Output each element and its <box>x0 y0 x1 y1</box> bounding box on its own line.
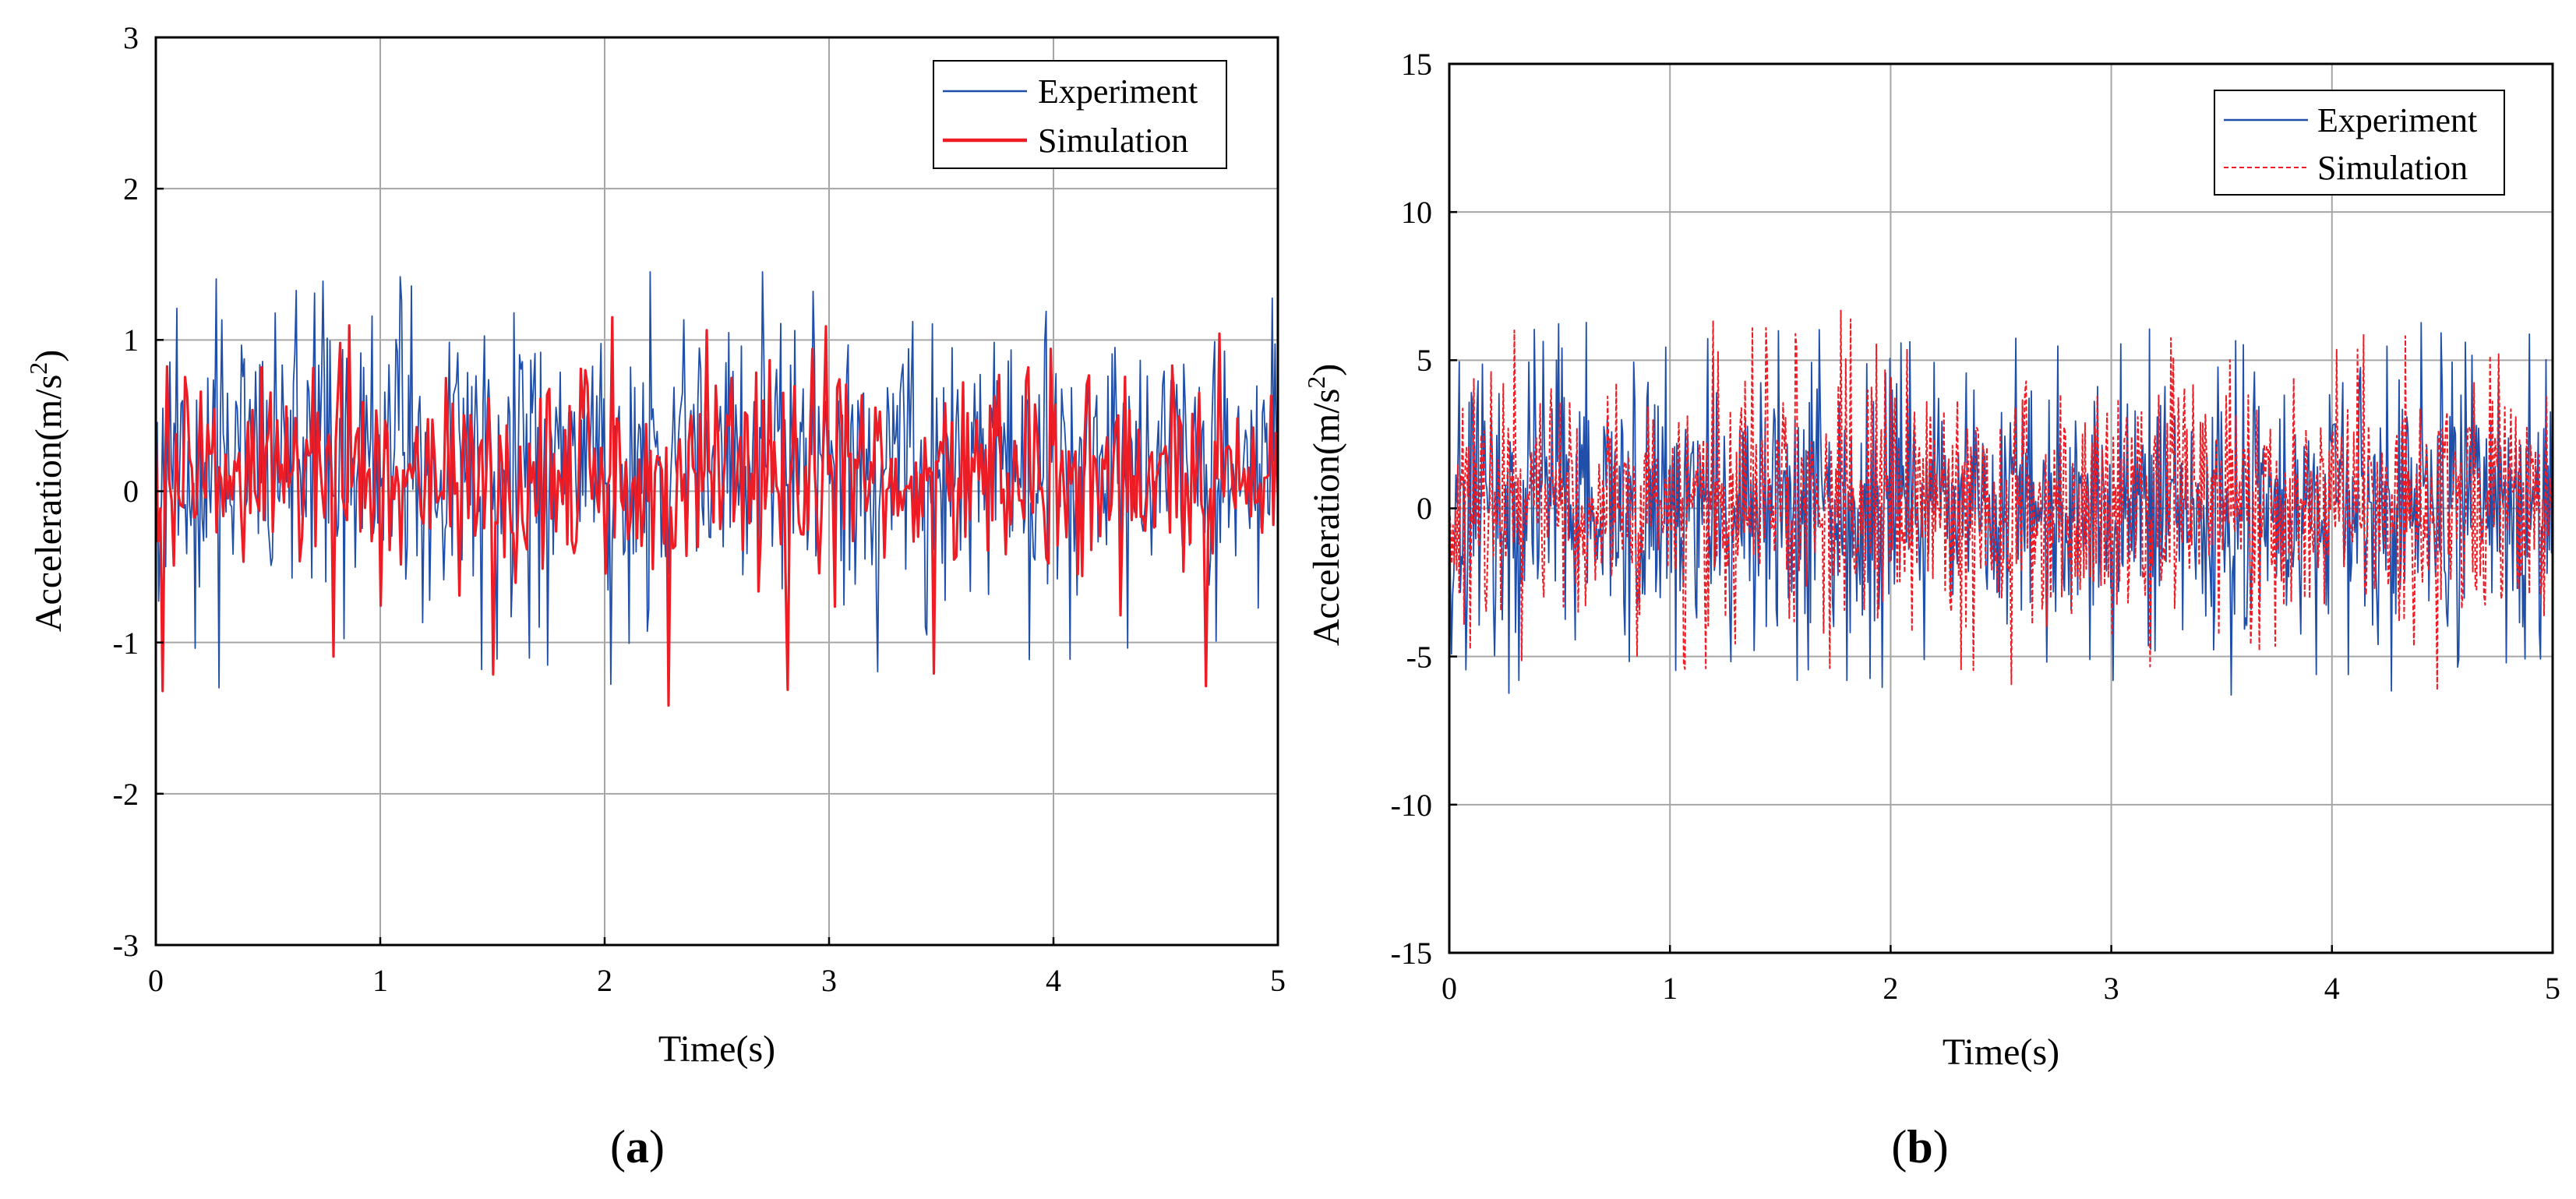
chart-a-legend: Experiment Simulation <box>933 60 1227 169</box>
chart-b-y-tick-label: 10 <box>1401 195 1432 230</box>
chart-b-y-tick-label: -10 <box>1391 788 1432 823</box>
chart-a-y-tick-label: 0 <box>123 474 139 509</box>
chart-b-x-tick-label: 2 <box>1883 971 1898 1006</box>
chart-a-x-ticks: 0 1 2 3 4 5 <box>148 963 1286 998</box>
chart-b-y-tick-label: 5 <box>1417 343 1432 378</box>
chart-a-legend-box <box>933 60 1227 169</box>
chart-a: -3 -2 -1 0 1 2 3 0 1 2 3 4 5 Time(s) Acc… <box>24 20 1286 1173</box>
chart-a-x-tick-label: 5 <box>1270 963 1286 998</box>
chart-b-x-tick-label: 4 <box>2324 971 2340 1006</box>
chart-b-y-tick-label: 15 <box>1401 47 1432 82</box>
chart-b-legend-label-experiment: Experiment <box>2317 101 2477 139</box>
chart-b-legend-label-simulation: Simulation <box>2317 149 2468 187</box>
chart-a-plot-area <box>156 271 1278 707</box>
chart-a-tick-marks <box>154 36 1279 947</box>
chart-b-x-tick-label: 1 <box>1662 971 1678 1006</box>
chart-a-x-tick-label: 4 <box>1046 963 1061 998</box>
chart-a-series-group <box>156 271 1278 707</box>
chart-b-x-tick-label: 3 <box>2104 971 2119 1006</box>
chart-a-x-tick-label: 0 <box>148 963 164 998</box>
chart-a-y-axis-label: Acceleration(m/s2) <box>24 350 69 633</box>
chart-b-series-simulation-line <box>1449 309 2553 691</box>
chart-a-y-tick-label: -3 <box>113 928 139 963</box>
chart-b-y-ticks: -15 -10 -5 0 5 10 15 <box>1391 47 1432 971</box>
chart-b-series-group <box>1449 309 2553 696</box>
chart-a-x-axis-label: Time(s) <box>658 1028 775 1070</box>
chart-a-x-tick-label: 3 <box>821 963 837 998</box>
chart-a-y-tick-label: 1 <box>123 323 139 358</box>
chart-b-y-tick-label: -5 <box>1406 640 1432 675</box>
chart-a-series-experiment-line <box>156 271 1278 689</box>
chart-a-legend-label-experiment: Experiment <box>1038 72 1198 111</box>
chart-b-series-experiment-line <box>1449 322 2553 696</box>
chart-b-y-tick-label: -15 <box>1391 936 1432 971</box>
chart-b-x-ticks: 0 1 2 3 4 5 <box>1442 971 2560 1006</box>
chart-a-legend-label-simulation: Simulation <box>1038 122 1188 160</box>
chart-b-legend: Experiment Simulation <box>2214 90 2505 196</box>
chart-b-plot-area <box>1449 309 2553 696</box>
chart-b: -15 -10 -5 0 5 10 15 0 1 2 3 4 5 Time(s)… <box>1302 47 2560 1173</box>
chart-b-y-tick-label: 0 <box>1417 491 1432 526</box>
chart-a-y-tick-label: 3 <box>123 20 139 55</box>
caption-b: (b) <box>1891 1121 1948 1173</box>
chart-a-x-tick-label: 1 <box>372 963 388 998</box>
chart-b-x-tick-label: 5 <box>2545 971 2560 1006</box>
chart-b-legend-box <box>2214 90 2505 196</box>
chart-a-series-simulation-line <box>156 316 1278 707</box>
caption-a: (a) <box>610 1121 665 1173</box>
chart-a-y-tick-label: -1 <box>113 626 139 661</box>
chart-a-x-tick-label: 2 <box>597 963 612 998</box>
chart-a-y-ticks: -3 -2 -1 0 1 2 3 <box>113 20 139 963</box>
chart-b-x-axis-label: Time(s) <box>1943 1031 2059 1073</box>
chart-a-y-tick-label: -2 <box>113 777 139 812</box>
chart-b-tick-marks <box>1448 62 2554 954</box>
chart-a-y-tick-label: 2 <box>123 171 139 206</box>
chart-b-y-axis-label: Acceleration(m/s2) <box>1302 364 1347 647</box>
chart-b-x-tick-label: 0 <box>1442 971 1457 1006</box>
